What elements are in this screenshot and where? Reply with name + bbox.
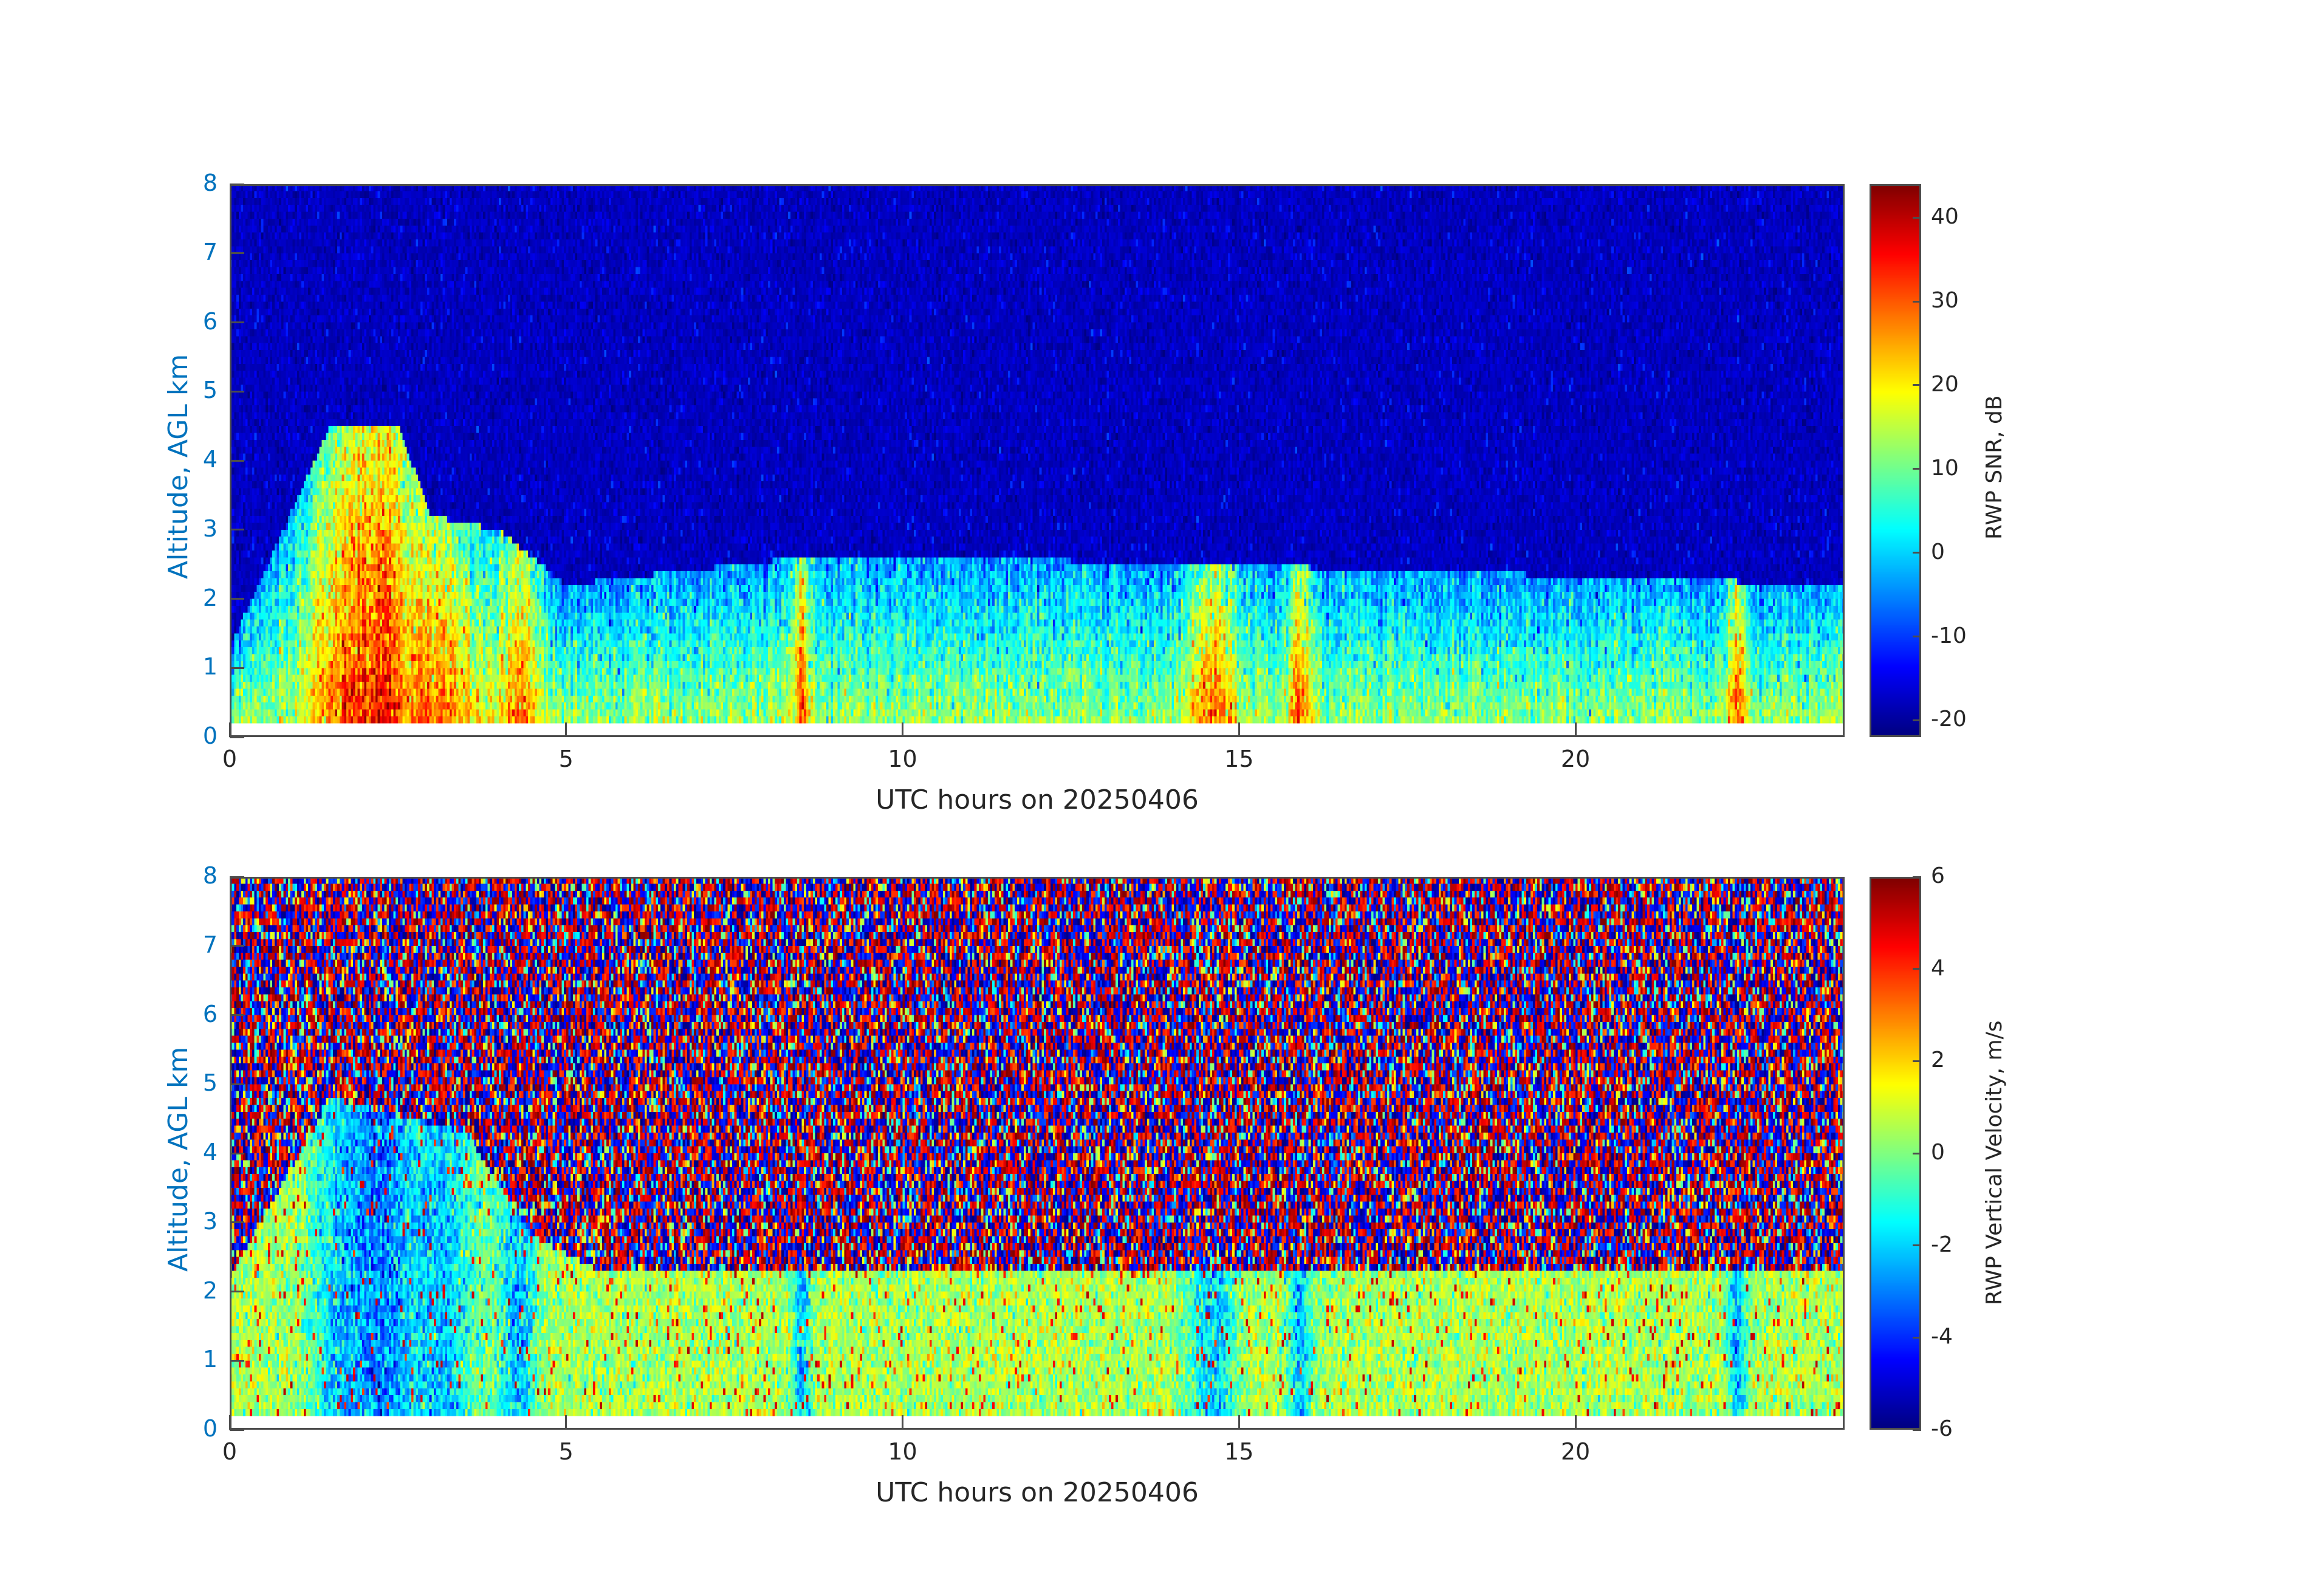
snr-y-axis-label: Altitude, AGL km (163, 354, 194, 579)
colorbar-tick-mark (1913, 968, 1921, 970)
y-tick-mark (230, 876, 244, 878)
y-tick-label: 4 (202, 446, 218, 473)
x-tick-label: 10 (888, 746, 917, 772)
x-tick-mark (565, 1415, 567, 1430)
y-tick-mark (230, 1152, 244, 1154)
colorbar-tick-mark (1913, 876, 1921, 878)
x-tick-label: 20 (1560, 746, 1591, 772)
x-tick-label: 15 (1224, 1438, 1254, 1465)
colorbar-tick-mark (1913, 300, 1921, 303)
y-tick-mark (230, 321, 244, 323)
y-tick-mark (230, 529, 244, 531)
x-tick-label: 5 (558, 1438, 574, 1465)
x-tick-mark (565, 722, 567, 737)
colorbar-tick-mark (1913, 384, 1921, 386)
colorbar-tick-mark (1913, 468, 1921, 470)
y-tick-mark (230, 667, 244, 669)
y-tick-mark (230, 183, 244, 185)
x-tick-mark (1238, 722, 1240, 737)
x-tick-label: 20 (1560, 1438, 1591, 1465)
y-tick-mark (230, 459, 244, 462)
y-tick-label: 1 (202, 1346, 218, 1373)
y-tick-mark (230, 1083, 244, 1085)
colorbar-tick-label: -20 (1931, 707, 1967, 732)
y-tick-label: 7 (202, 238, 218, 266)
y-tick-label: 7 (202, 931, 218, 958)
snr-x-axis-label: UTC hours on 20250406 (876, 784, 1199, 815)
x-tick-label: 0 (222, 746, 238, 772)
y-tick-label: 8 (202, 170, 218, 196)
colorbar-tick-label: 0 (1931, 1140, 1945, 1165)
colorbar-tick-label: 0 (1931, 539, 1945, 564)
y-tick-label: 3 (202, 1207, 218, 1235)
y-tick-label: 6 (202, 1000, 218, 1027)
x-tick-label: 0 (222, 1438, 238, 1465)
y-tick-label: 2 (202, 1277, 218, 1304)
y-tick-label: 8 (202, 862, 218, 889)
y-tick-label: 5 (202, 377, 218, 404)
y-tick-mark (230, 1221, 244, 1224)
colorbar-tick-mark (1913, 636, 1921, 638)
colorbar-tick-mark (1913, 552, 1921, 554)
colorbar-tick-label: 10 (1931, 455, 1959, 481)
x-tick-mark (1574, 1415, 1577, 1430)
colorbar-tick-label: 6 (1931, 863, 1945, 888)
velocity-x-axis-label: UTC hours on 20250406 (876, 1477, 1199, 1508)
y-tick-mark (230, 598, 244, 600)
velocity-colorbar (1870, 877, 1921, 1430)
colorbar-tick-mark (1913, 719, 1921, 721)
colorbar-tick-label: 2 (1931, 1048, 1945, 1073)
y-tick-mark (230, 252, 244, 255)
y-tick-label: 1 (202, 653, 218, 681)
y-tick-mark (230, 1429, 244, 1431)
y-tick-label: 3 (202, 515, 218, 542)
velocity-heatmap (230, 877, 1845, 1430)
colorbar-tick-label: 20 (1931, 371, 1959, 397)
y-tick-mark (230, 390, 244, 393)
velocity-y-axis-label: Altitude, AGL km (163, 1046, 194, 1272)
x-tick-mark (902, 722, 903, 737)
colorbar-tick-label: 4 (1931, 955, 1945, 981)
x-tick-mark (228, 1415, 231, 1430)
colorbar-tick-label: -6 (1931, 1416, 1953, 1441)
colorbar-tick-mark (1913, 216, 1921, 219)
y-tick-mark (230, 945, 244, 947)
y-tick-mark (230, 1291, 244, 1292)
y-tick-label: 2 (202, 584, 218, 611)
colorbar-tick-mark (1913, 1336, 1921, 1339)
colorbar-tick-mark (1913, 1429, 1921, 1431)
y-tick-label: 0 (202, 1415, 218, 1442)
y-tick-mark (230, 1014, 244, 1016)
x-tick-label: 15 (1224, 746, 1254, 772)
x-tick-mark (902, 1415, 903, 1430)
y-tick-label: 4 (202, 1139, 218, 1165)
y-tick-label: 5 (202, 1069, 218, 1097)
y-tick-mark (230, 736, 244, 738)
x-tick-mark (1574, 722, 1577, 737)
colorbar-tick-mark (1913, 1244, 1921, 1247)
colorbar-tick-label: 30 (1931, 288, 1959, 314)
colorbar-tick-mark (1913, 1152, 1921, 1154)
x-tick-mark (1238, 1415, 1240, 1430)
x-tick-mark (228, 722, 231, 737)
colorbar-tick-mark (1913, 1060, 1921, 1062)
y-tick-mark (230, 1359, 244, 1362)
colorbar-tick-label: -4 (1931, 1324, 1953, 1350)
colorbar-tick-label: -10 (1931, 623, 1967, 648)
y-tick-label: 6 (202, 307, 218, 335)
colorbar-tick-label: -2 (1931, 1232, 1953, 1257)
x-tick-label: 5 (558, 746, 574, 772)
snr-colorbar (1870, 184, 1921, 737)
velocity-colorbar-label: RWP Vertical Velocity, m/s (1982, 1020, 2007, 1305)
snr-heatmap (230, 184, 1845, 737)
snr-colorbar-label: RWP SNR, dB (1982, 395, 2007, 540)
colorbar-tick-label: 40 (1931, 204, 1959, 230)
y-tick-label: 0 (202, 722, 218, 749)
x-tick-label: 10 (888, 1438, 917, 1465)
